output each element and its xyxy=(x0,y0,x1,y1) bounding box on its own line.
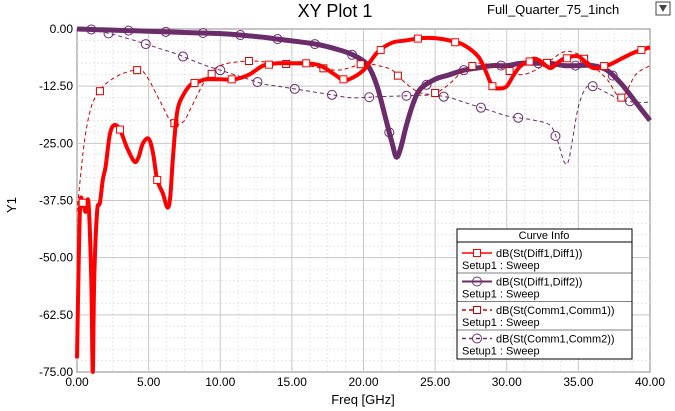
series-marker xyxy=(207,69,216,78)
series-marker xyxy=(78,198,87,207)
x-tick-label: 30.00 xyxy=(492,375,522,389)
legend-swatch-marker xyxy=(473,306,481,314)
series-marker xyxy=(178,51,189,62)
x-axis-label: Freq [GHz] xyxy=(331,392,395,407)
legend[interactable]: Curve Info dB(St(Diff1,Diff1))Setup1 : S… xyxy=(456,228,633,360)
series-marker xyxy=(339,75,348,84)
y-tick-label: 0.00 xyxy=(50,22,74,36)
series-marker xyxy=(235,30,246,41)
x-tick-label: 0.00 xyxy=(65,375,89,389)
series-marker xyxy=(496,60,507,71)
series-marker xyxy=(431,89,440,98)
x-tick-label: 40.00 xyxy=(635,375,665,389)
legend-entry-setup: Setup1 : Sweep xyxy=(462,289,540,301)
series-marker xyxy=(264,60,273,69)
series-marker xyxy=(451,38,460,47)
series-marker xyxy=(624,96,635,107)
x-tick-label: 15.00 xyxy=(277,375,307,389)
x-tick-label: 20.00 xyxy=(348,375,378,389)
legend-entry-name: dB(St(Diff1,Diff1)) xyxy=(496,248,582,260)
series-marker xyxy=(550,131,561,142)
series-marker xyxy=(376,46,385,55)
series-marker xyxy=(244,57,253,66)
series-marker xyxy=(438,91,449,102)
legend-entry-name: dB(St(Comm1,Comm2)) xyxy=(496,334,615,346)
series-marker xyxy=(309,39,320,50)
series-marker xyxy=(393,71,402,80)
legend-entry: dB(St(Diff1,Diff2))Setup1 : Sweep xyxy=(457,276,632,302)
series-marker xyxy=(227,75,236,84)
series-marker xyxy=(401,90,412,101)
series-marker xyxy=(356,60,365,69)
series-marker xyxy=(347,49,358,60)
legend-entry-setup: Setup1 : Sweep xyxy=(462,346,540,358)
x-tick-label: 35.00 xyxy=(563,375,593,389)
series-line xyxy=(76,28,651,165)
legend-entry: dB(St(Comm1,Comm1))Setup1 : Sweep xyxy=(457,305,632,331)
series-marker xyxy=(562,54,571,63)
series-line xyxy=(75,35,651,374)
series-marker xyxy=(289,83,300,94)
series-marker xyxy=(468,62,477,71)
series-marker xyxy=(475,102,486,113)
series-marker xyxy=(160,26,171,37)
series-layer xyxy=(75,24,652,374)
series-marker xyxy=(133,66,142,75)
series-marker xyxy=(272,34,283,45)
legend-entry-name: dB(St(Comm1,Comm1)) xyxy=(496,305,615,317)
legend-swatch-marker xyxy=(472,333,482,344)
series-marker xyxy=(326,89,337,100)
tick-labels: 0.00 5.00 10.00 15.00 20.00 25.00 30.00 35.00 40… xyxy=(39,22,665,389)
series-marker xyxy=(587,81,598,92)
y-tick-label: -62.50 xyxy=(39,308,73,322)
series-marker xyxy=(570,60,581,71)
series-marker xyxy=(600,62,609,71)
y-tick-label: -75.00 xyxy=(39,365,73,379)
y-tick-label: -25.00 xyxy=(39,136,73,150)
y-axis-label: Y1 xyxy=(4,197,19,213)
series-marker xyxy=(505,67,514,76)
series-marker xyxy=(198,28,209,39)
y-tick-label: -37.50 xyxy=(39,194,73,208)
design-name: Full_Quarter_75_1inch xyxy=(487,2,619,17)
series-marker xyxy=(302,59,311,68)
series-marker xyxy=(525,57,534,66)
series-marker xyxy=(95,87,104,96)
legend-title: Curve Info xyxy=(519,230,570,242)
series-0 xyxy=(75,34,651,374)
series-marker xyxy=(190,78,199,87)
x-tick-label: 25.00 xyxy=(420,375,450,389)
series-marker xyxy=(488,82,497,91)
series-marker xyxy=(103,28,114,39)
legend-entry-name: dB(St(Diff1,Diff2)) xyxy=(496,277,582,289)
series-marker xyxy=(153,175,162,184)
x-tick-label: 10.00 xyxy=(205,375,235,389)
y-tick-label: -50.00 xyxy=(39,251,73,265)
legend-box xyxy=(456,228,633,360)
series-marker xyxy=(123,25,134,36)
series-marker xyxy=(140,39,151,50)
legend-swatch-marker xyxy=(473,249,481,257)
ansys-logo-icon xyxy=(655,1,671,16)
series-marker xyxy=(617,93,626,102)
legend-entry: dB(St(Diff1,Diff1))Setup1 : Sweep xyxy=(457,248,632,274)
legend-swatch-marker xyxy=(472,276,482,287)
series-marker xyxy=(115,125,124,134)
legend-entry-setup: Setup1 : Sweep xyxy=(462,317,540,329)
series-marker xyxy=(458,65,469,76)
series-marker xyxy=(513,112,524,123)
series-marker xyxy=(607,70,618,81)
series-marker xyxy=(421,79,432,90)
legend-entry: dB(St(Comm1,Comm2))Setup1 : Sweep xyxy=(462,333,615,358)
series-marker xyxy=(413,34,422,43)
series-marker xyxy=(384,127,395,138)
plot-title: XY Plot 1 xyxy=(298,1,373,21)
legend-entry-setup: Setup1 : Sweep xyxy=(462,260,540,272)
x-tick-label: 5.00 xyxy=(137,375,161,389)
series-marker xyxy=(637,46,646,55)
series-marker xyxy=(364,92,375,103)
y-tick-label: -12.50 xyxy=(39,79,73,93)
series-marker xyxy=(252,77,263,88)
